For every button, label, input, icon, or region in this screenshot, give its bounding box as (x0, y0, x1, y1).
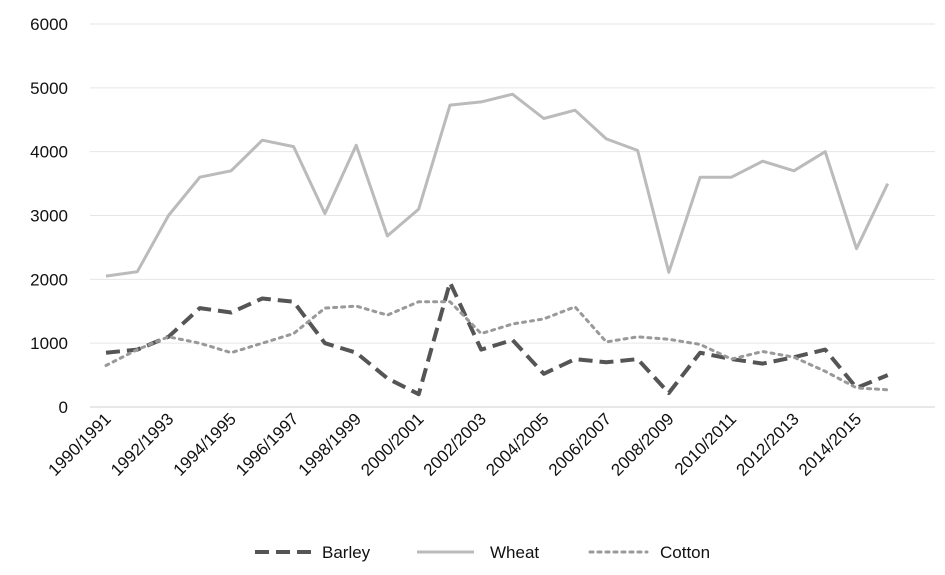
x-tick-label: 2000/2001 (357, 409, 427, 479)
x-tick-label: 2014/2015 (795, 409, 865, 479)
x-tick-label: 2004/2005 (482, 409, 552, 479)
x-tick-label: 1996/1997 (232, 409, 302, 479)
y-tick-label: 2000 (30, 270, 68, 289)
x-tick-label: 2006/2007 (545, 409, 615, 479)
y-tick-label: 6000 (30, 15, 68, 34)
x-axis-ticks: 1990/19911992/19931994/19951996/19971998… (45, 409, 866, 479)
series-line-cotton (104, 300, 890, 392)
series-line-barley (105, 280, 889, 397)
legend-label-wheat: Wheat (490, 543, 539, 562)
series-line-wheat (105, 92, 890, 278)
x-tick-label: 2002/2003 (420, 409, 490, 479)
series-lines (104, 92, 890, 397)
x-tick-label: 1994/1995 (170, 409, 240, 479)
x-tick-label: 1998/1999 (295, 409, 365, 479)
legend: Barley Wheat Cotton (255, 543, 710, 562)
y-tick-label: 1000 (30, 334, 68, 353)
legend-label-cotton: Cotton (660, 543, 710, 562)
x-tick-label: 2010/2011 (671, 409, 740, 478)
y-tick-label: 5000 (30, 79, 68, 98)
x-tick-label: 1990/1991 (45, 409, 115, 479)
x-tick-label: 2012/2013 (732, 409, 802, 479)
gridlines (90, 23, 935, 408)
legend-label-barley: Barley (322, 543, 371, 562)
y-axis-ticks: 0 1000 2000 3000 4000 5000 6000 (30, 15, 68, 417)
y-tick-label: 4000 (30, 143, 68, 162)
x-tick-label: 2008/2009 (607, 409, 677, 479)
y-tick-label: 3000 (30, 207, 68, 226)
x-tick-label: 1992/1993 (107, 409, 177, 479)
y-tick-label: 0 (59, 398, 68, 417)
